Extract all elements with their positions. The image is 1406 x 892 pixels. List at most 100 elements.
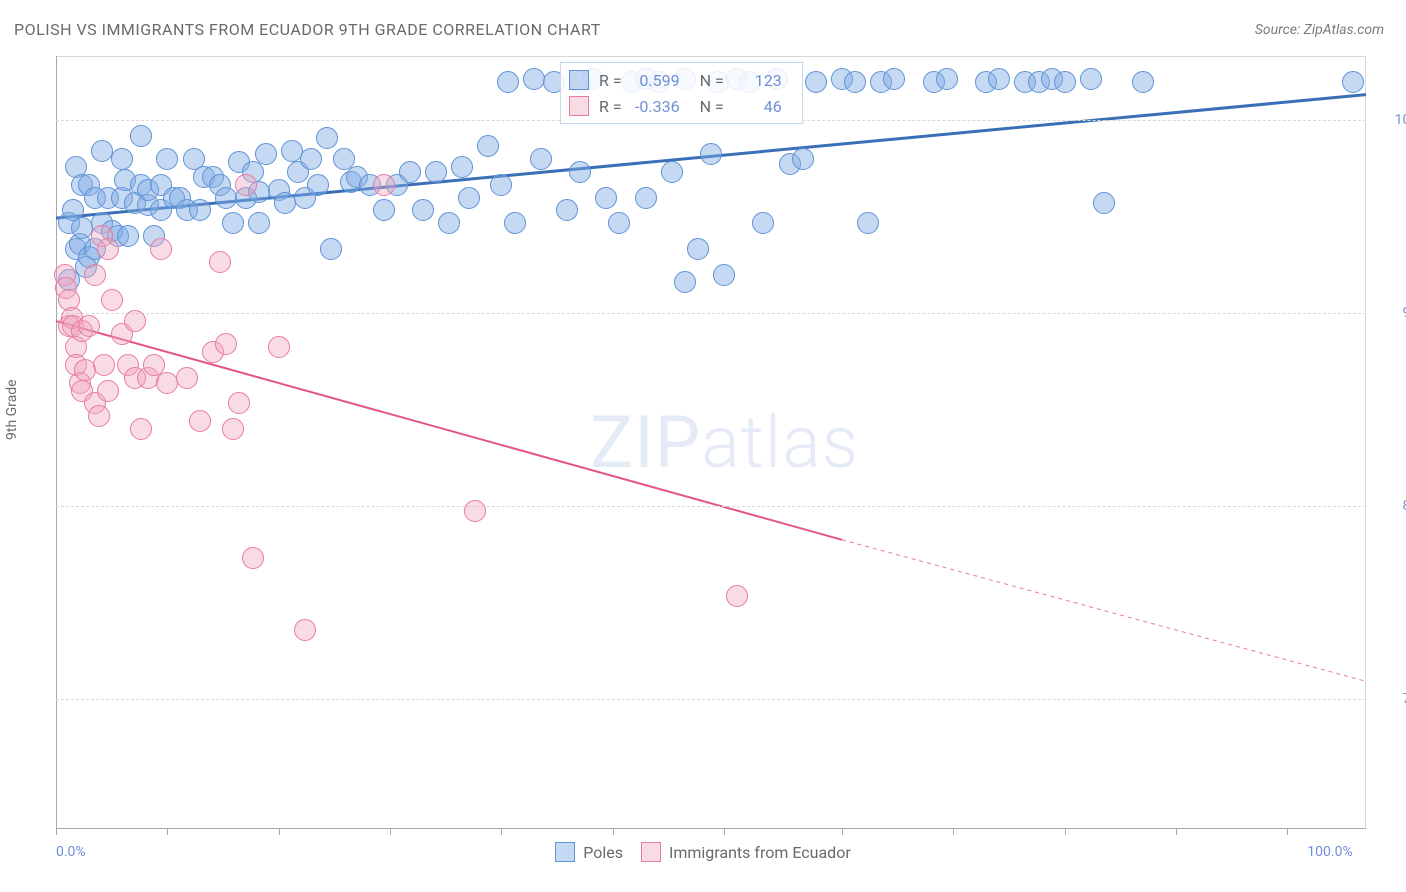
dot-poles [412,199,434,221]
dot-poles [687,238,709,260]
dot-poles [1054,71,1076,93]
dot-poles [274,192,296,214]
x-axis [56,828,1366,829]
x-tick [613,828,614,835]
dot-poles [661,161,683,183]
n-label: N = [700,71,724,90]
dot-ecuador [124,310,146,332]
x-tick [279,828,280,835]
dot-poles [111,148,133,170]
dot-poles [307,174,329,196]
dot-poles [477,135,499,157]
y-tick-label: 77.5% [1380,691,1406,707]
dot-poles [1132,71,1154,93]
n-label: N = [700,97,724,116]
gridline-h [56,699,1366,700]
dot-ecuador [101,289,123,311]
dot-poles [222,212,244,234]
dot-ecuador [78,315,100,337]
x-min-label: 0.0% [56,844,86,860]
dot-poles [497,71,519,93]
dot-poles [844,71,866,93]
dot-poles [320,238,342,260]
dot-poles [373,199,395,221]
x-tick [953,828,954,835]
dot-ecuador [176,367,198,389]
dot-ecuador [97,380,119,402]
dot-poles [189,199,211,221]
r-label: R = [599,71,622,90]
dot-poles [130,125,152,147]
swatch-ecuador [641,842,661,862]
y-tick-label: 100.0% [1380,112,1406,128]
dot-ecuador [150,238,172,260]
legend-label-poles: Poles [583,843,623,862]
dot-poles [569,161,591,183]
dot-ecuador [209,251,231,273]
dot-poles [316,127,338,149]
dot-ecuador [222,418,244,440]
r-label: R = [599,97,622,116]
dot-ecuador [93,354,115,376]
gridline-h [56,313,1366,314]
gridline-h [56,506,1366,507]
dot-poles [530,148,552,170]
legend-item-ecuador: Immigrants from Ecuador [641,842,851,862]
dot-poles [988,68,1010,90]
dot-ecuador [235,174,257,196]
dot-ecuador [464,500,486,522]
dot-poles [700,143,722,165]
dot-ecuador [74,359,96,381]
dot-ecuador [97,238,119,260]
dot-poles [523,68,545,90]
chart-title: POLISH VS IMMIGRANTS FROM ECUADOR 9TH GR… [14,20,601,39]
dot-poles [504,212,526,234]
x-tick [1287,828,1288,835]
plot-area: 77.5%85.0%92.5%100.0% [56,56,1366,828]
swatch-poles [555,842,575,862]
r-value-ecuador: -0.336 [630,97,680,116]
correlation-legend: R = 0.599 N = 123 R = -0.336 N = 46 [560,62,803,124]
dot-ecuador [268,336,290,358]
dot-poles [608,212,630,234]
dot-poles [156,148,178,170]
y-tick-label: 85.0% [1380,498,1406,514]
dot-ecuador [726,585,748,607]
dot-poles [438,212,460,234]
dot-poles [752,212,774,234]
x-tick [167,828,168,835]
dot-poles [792,148,814,170]
x-max-label: 100.0% [1307,844,1352,860]
x-tick [724,828,725,835]
dot-poles [635,187,657,209]
r-value-poles: 0.599 [630,71,680,90]
dot-poles [1342,71,1364,93]
x-tick [501,828,502,835]
dot-ecuador [156,372,178,394]
x-tick [390,828,391,835]
dot-poles [248,212,270,234]
dot-ecuador [84,264,106,286]
dot-ecuador [294,619,316,641]
dot-poles [255,143,277,165]
dot-poles [451,156,473,178]
legend-label-ecuador: Immigrants from Ecuador [669,843,851,862]
dot-poles [857,212,879,234]
dot-poles [1080,68,1102,90]
x-tick [56,828,57,835]
x-tick [1065,828,1066,835]
dot-poles [674,271,696,293]
legend-item-poles: Poles [555,842,623,862]
swatch-poles [569,70,589,90]
dot-ecuador [130,418,152,440]
y-tick-label: 92.5% [1380,305,1406,321]
n-value-ecuador: 46 [732,97,782,116]
dot-poles [713,264,735,286]
dot-poles [490,174,512,196]
dot-ecuador [189,410,211,432]
source-label: Source: ZipAtlas.com [1255,22,1384,38]
dot-ecuador [242,547,264,569]
dot-poles [883,68,905,90]
legend-row-ecuador: R = -0.336 N = 46 [569,93,792,119]
swatch-ecuador [569,96,589,116]
